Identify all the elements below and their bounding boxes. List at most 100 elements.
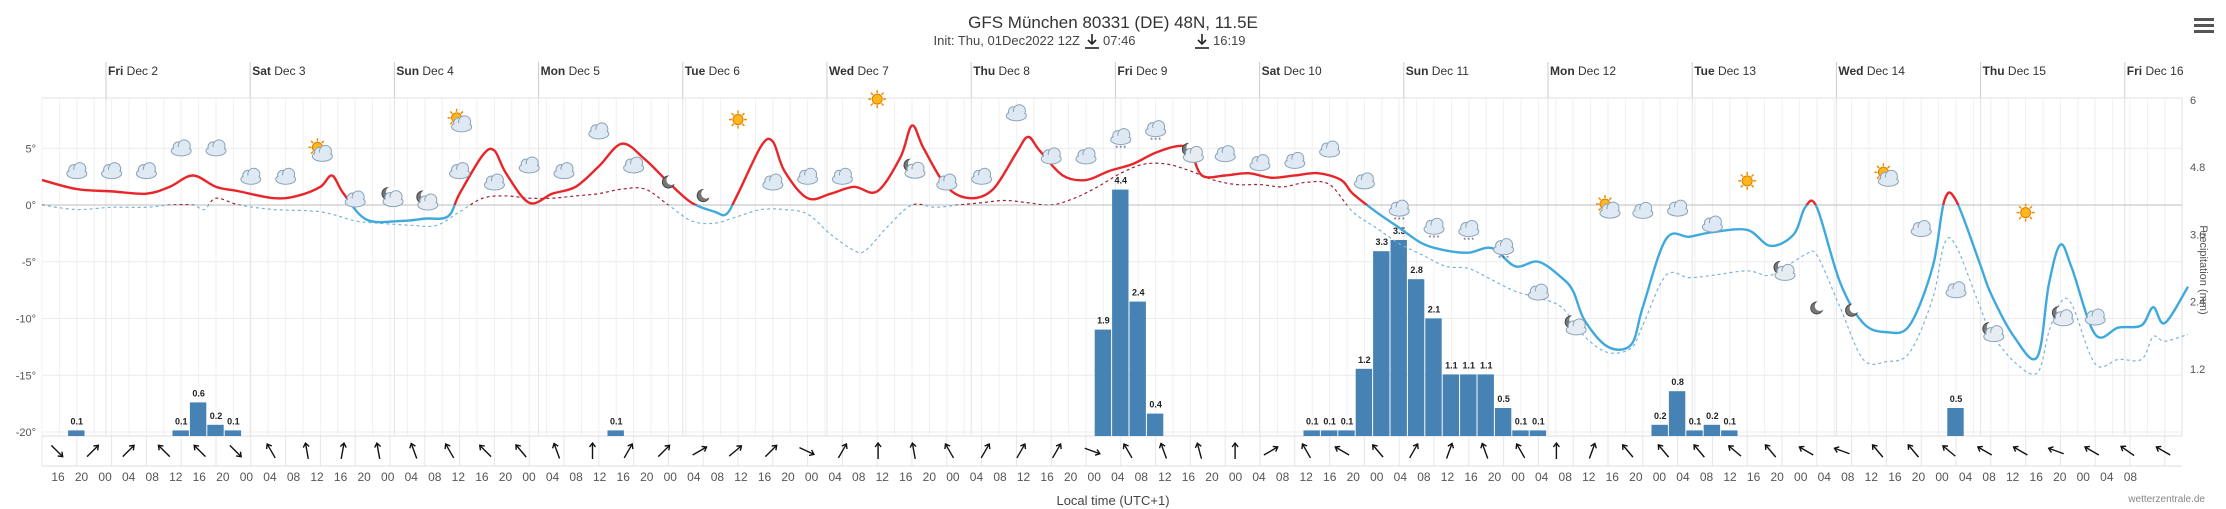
wind-arrow-icon bbox=[1798, 445, 1814, 456]
precip-bar bbox=[1320, 430, 1338, 436]
hour-tick-label: 00 bbox=[2077, 470, 2091, 484]
precip-label: 0.1 bbox=[1689, 416, 1702, 426]
hour-tick-label: 08 bbox=[569, 470, 583, 484]
wind-arrow-icon bbox=[1016, 443, 1027, 459]
svg-text:*: * bbox=[1398, 217, 1401, 224]
precip-label: 0.1 bbox=[1724, 416, 1737, 426]
wind-arrow-icon bbox=[657, 444, 671, 458]
moon-cloud-icon bbox=[903, 158, 926, 179]
hour-tick-label: 20 bbox=[216, 470, 230, 484]
wind-arrow-icon bbox=[1727, 445, 1742, 457]
precip-bar bbox=[68, 430, 85, 436]
hour-tick-label: 16 bbox=[51, 470, 65, 484]
sun-cloud-icon bbox=[308, 138, 333, 162]
hour-tick-label: 08 bbox=[1559, 470, 1573, 484]
moon-cloud-icon bbox=[1564, 314, 1587, 336]
hour-tick-label: 08 bbox=[2124, 470, 2138, 484]
hour-tick-label: 04 bbox=[405, 470, 419, 484]
svg-text:*: * bbox=[1119, 146, 1122, 153]
weather-icons: * * ** * ** * ** * * * * ** * * bbox=[66, 90, 2106, 343]
wind-arrow-icon bbox=[1334, 445, 1350, 456]
hour-tick-label: 04 bbox=[828, 470, 842, 484]
dewpoint-line-cold bbox=[41, 205, 2189, 375]
svg-text:*: * bbox=[1471, 238, 1474, 245]
precip-label: 0.6 bbox=[192, 388, 205, 398]
hour-tick-label: 20 bbox=[357, 470, 371, 484]
hour-tick-label: 16 bbox=[334, 470, 348, 484]
hour-tick-label: 04 bbox=[546, 470, 560, 484]
day-label: Sun Dec 11 bbox=[1406, 64, 1469, 78]
menu-button[interactable] bbox=[2194, 18, 2214, 34]
hour-tick-label: 12 bbox=[1582, 470, 1596, 484]
precip-bar bbox=[1338, 430, 1355, 436]
wind-arrow-icon bbox=[1833, 446, 1850, 455]
hour-tick-label: 04 bbox=[970, 470, 984, 484]
hour-tick-label: 20 bbox=[781, 470, 795, 484]
wind-arrow-icon bbox=[2047, 446, 2064, 455]
precipitation-axis: 6 4.8 3.6 2.4 1.2 bbox=[2190, 95, 2205, 376]
cloud-icon bbox=[275, 167, 297, 185]
wind-arrow-icon bbox=[122, 444, 135, 458]
day-label: Mon Dec 5 bbox=[541, 64, 601, 78]
hour-tick-label: 12 bbox=[734, 470, 748, 484]
precip-tick-label: 1.2 bbox=[2190, 364, 2205, 376]
x-axis-title: Local time (UTC+1) bbox=[1056, 493, 1169, 508]
init-label: Init: Thu, 01Dec2022 12Z bbox=[934, 33, 1081, 48]
cloud-icon bbox=[1945, 281, 1967, 299]
cloud-icon bbox=[553, 162, 575, 180]
hour-tick-label: 04 bbox=[1252, 470, 1266, 484]
sun-cloud-icon bbox=[447, 108, 473, 133]
hour-tick-label: 12 bbox=[310, 470, 324, 484]
snow-cloud-icon: * * * bbox=[1110, 128, 1132, 153]
cloud-icon bbox=[240, 167, 262, 185]
precip-bar bbox=[172, 430, 189, 436]
hour-tick-label: 04 bbox=[1394, 470, 1408, 484]
precip-label: 1.1 bbox=[1480, 360, 1493, 370]
wind-arrow-icon bbox=[909, 441, 917, 460]
sun-icon bbox=[729, 110, 747, 129]
wind-arrow-icon bbox=[1408, 443, 1419, 459]
cloud-icon bbox=[1527, 283, 1549, 301]
hour-tick-label: 20 bbox=[1770, 470, 1784, 484]
precip-label: 0.1 bbox=[1515, 416, 1528, 426]
wind-arrow-icon bbox=[728, 445, 743, 457]
hour-tick-label: 16 bbox=[899, 470, 913, 484]
precip-bar bbox=[607, 430, 624, 436]
hour-tick-label: 08 bbox=[1276, 470, 1290, 484]
cloud-icon bbox=[1214, 145, 1236, 163]
precip-label: 0.1 bbox=[1306, 416, 1319, 426]
hour-tick-label: 00 bbox=[1511, 470, 1525, 484]
hour-tick-label: 20 bbox=[1064, 470, 1078, 484]
wind-arrow-icon bbox=[1301, 443, 1312, 459]
precip-label: 1.2 bbox=[1358, 355, 1371, 365]
sunrise-time: 07:46 bbox=[1103, 33, 1136, 48]
precip-label: 0.1 bbox=[1323, 416, 1336, 426]
wind-arrow-icon bbox=[409, 442, 418, 459]
snow-cloud-icon: * * * bbox=[1493, 238, 1515, 263]
hour-tick-label: 00 bbox=[1370, 470, 1384, 484]
hour-tick-label: 08 bbox=[993, 470, 1007, 484]
precip-bar bbox=[1703, 424, 1721, 436]
cloud-icon bbox=[518, 156, 540, 174]
hour-tick-label: 12 bbox=[1158, 470, 1172, 484]
svg-text:*: * bbox=[1402, 217, 1405, 224]
hour-tick-label: 04 bbox=[263, 470, 277, 484]
cloud-icon bbox=[1910, 220, 1932, 238]
precip-label: 0.2 bbox=[1706, 411, 1719, 421]
precip-tick-label: 2.4 bbox=[2190, 297, 2205, 309]
hour-tick-label: 20 bbox=[1488, 470, 1502, 484]
wind-arrow-icon bbox=[551, 442, 561, 459]
sun-icon bbox=[868, 90, 887, 109]
wind-arrow-icon bbox=[944, 443, 955, 459]
svg-text:*: * bbox=[1150, 138, 1153, 145]
precip-label: 0.4 bbox=[1149, 400, 1162, 410]
day-label: Thu Dec 8 bbox=[973, 64, 1030, 78]
hour-tick-label: 20 bbox=[499, 470, 513, 484]
hour-tick-label: 20 bbox=[1347, 470, 1361, 484]
cloud-icon bbox=[483, 173, 505, 191]
wind-arrow-icon bbox=[1976, 445, 1993, 456]
wind-arrow-icon bbox=[764, 444, 778, 458]
temp-tick-label: 5° bbox=[25, 143, 36, 155]
hour-tick-label: 12 bbox=[1865, 470, 1879, 484]
